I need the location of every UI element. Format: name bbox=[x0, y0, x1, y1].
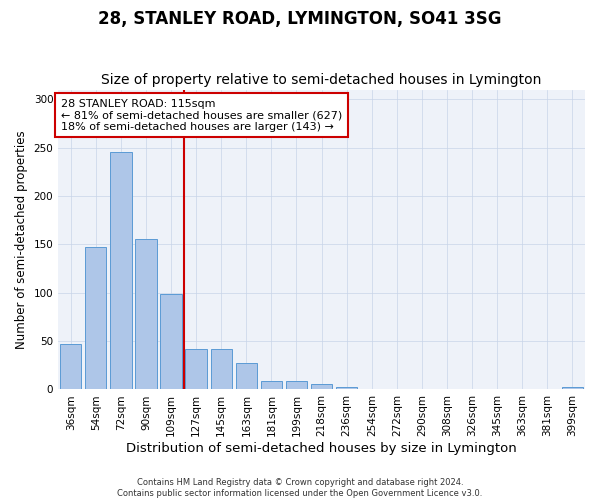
Bar bbox=[236, 364, 257, 390]
X-axis label: Distribution of semi-detached houses by size in Lymington: Distribution of semi-detached houses by … bbox=[126, 442, 517, 455]
Text: 28 STANLEY ROAD: 115sqm
← 81% of semi-detached houses are smaller (627)
18% of s: 28 STANLEY ROAD: 115sqm ← 81% of semi-de… bbox=[61, 98, 342, 132]
Bar bbox=[261, 381, 282, 390]
Y-axis label: Number of semi-detached properties: Number of semi-detached properties bbox=[15, 130, 28, 349]
Bar bbox=[336, 386, 358, 390]
Bar bbox=[110, 152, 131, 390]
Text: Contains HM Land Registry data © Crown copyright and database right 2024.
Contai: Contains HM Land Registry data © Crown c… bbox=[118, 478, 482, 498]
Title: Size of property relative to semi-detached houses in Lymington: Size of property relative to semi-detach… bbox=[101, 73, 542, 87]
Bar bbox=[185, 349, 207, 390]
Bar bbox=[160, 294, 182, 390]
Text: 28, STANLEY ROAD, LYMINGTON, SO41 3SG: 28, STANLEY ROAD, LYMINGTON, SO41 3SG bbox=[98, 10, 502, 28]
Bar bbox=[311, 384, 332, 390]
Bar bbox=[136, 238, 157, 390]
Bar bbox=[211, 349, 232, 390]
Bar bbox=[60, 344, 82, 390]
Bar bbox=[85, 247, 106, 390]
Bar bbox=[562, 386, 583, 390]
Bar bbox=[286, 381, 307, 390]
